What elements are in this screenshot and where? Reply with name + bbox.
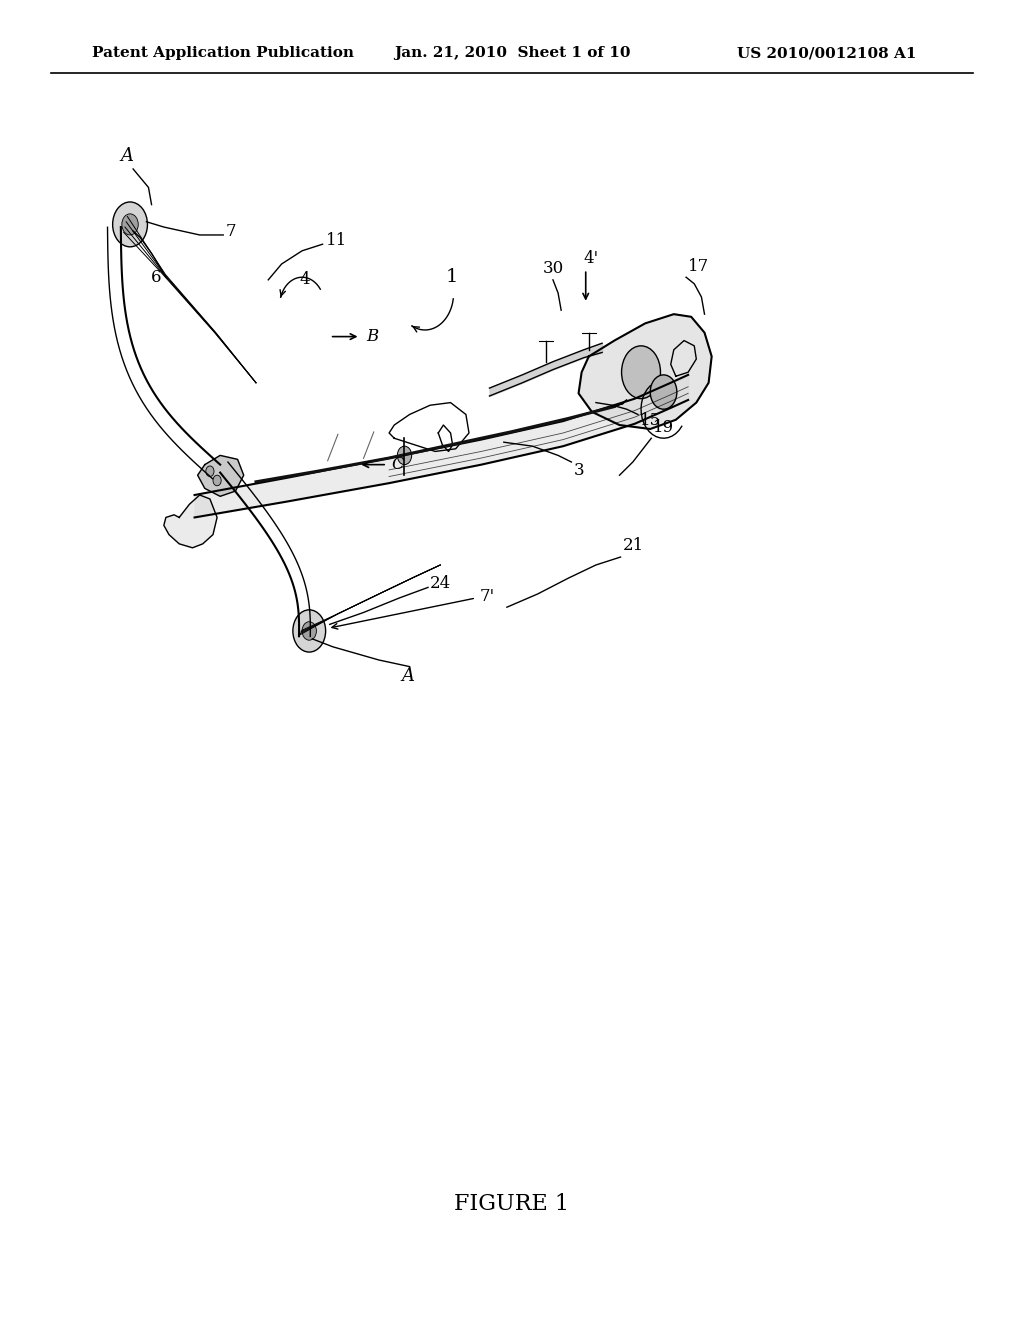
Text: 15: 15 bbox=[640, 412, 662, 429]
Polygon shape bbox=[164, 495, 217, 548]
Circle shape bbox=[293, 610, 326, 652]
Text: Jan. 21, 2010  Sheet 1 of 10: Jan. 21, 2010 Sheet 1 of 10 bbox=[394, 46, 631, 61]
Text: 7': 7' bbox=[479, 589, 495, 605]
Polygon shape bbox=[198, 455, 244, 496]
Circle shape bbox=[122, 214, 138, 235]
Circle shape bbox=[113, 202, 147, 247]
Text: FIGURE 1: FIGURE 1 bbox=[455, 1193, 569, 1214]
Text: US 2010/0012108 A1: US 2010/0012108 A1 bbox=[737, 46, 916, 61]
Circle shape bbox=[302, 622, 316, 640]
Circle shape bbox=[650, 375, 677, 409]
Text: 1: 1 bbox=[445, 268, 458, 286]
Polygon shape bbox=[579, 314, 712, 429]
Text: 7: 7 bbox=[225, 223, 236, 239]
Text: 6: 6 bbox=[152, 269, 162, 285]
Text: 19: 19 bbox=[653, 418, 675, 436]
Circle shape bbox=[397, 446, 412, 465]
Text: B: B bbox=[367, 329, 379, 345]
Text: C: C bbox=[391, 457, 403, 473]
Text: 17: 17 bbox=[688, 257, 710, 275]
Text: 30: 30 bbox=[543, 260, 563, 277]
Circle shape bbox=[206, 466, 214, 477]
Text: 3: 3 bbox=[573, 462, 584, 479]
Text: A: A bbox=[401, 667, 414, 685]
Text: 24: 24 bbox=[430, 576, 452, 591]
Ellipse shape bbox=[622, 346, 660, 399]
Text: 11: 11 bbox=[326, 232, 347, 248]
Text: A: A bbox=[121, 147, 133, 165]
Text: 21: 21 bbox=[623, 537, 644, 554]
Circle shape bbox=[213, 475, 221, 486]
Text: 4': 4' bbox=[584, 249, 599, 267]
Text: 4: 4 bbox=[300, 271, 310, 288]
Text: Patent Application Publication: Patent Application Publication bbox=[92, 46, 354, 61]
